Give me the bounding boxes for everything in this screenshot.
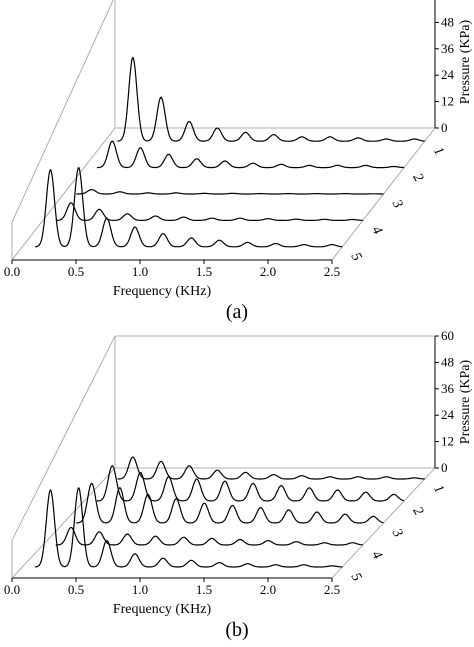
x-axis-title: Frequency (KHz) <box>113 602 212 617</box>
left-diagonal-edge <box>11 335 116 541</box>
series-line-1 <box>117 56 425 142</box>
x-tick-label: 0.0 <box>4 264 20 279</box>
depth-label: 5 <box>348 250 364 264</box>
x-tick-label: 0.0 <box>4 582 20 597</box>
x-axis-title: Frequency (KHz) <box>113 284 212 299</box>
depth-label: 1 <box>430 482 446 496</box>
series-line-2 <box>96 140 405 169</box>
z-axis-title: Pressure (KPa) <box>458 19 473 104</box>
x-tick-label: 2.5 <box>324 264 340 279</box>
depth-label: 4 <box>368 548 384 562</box>
floor-left-edge <box>11 127 116 261</box>
depth-axis-line <box>331 467 436 579</box>
depth-label: 4 <box>368 224 384 238</box>
z-tick-label: 36 <box>441 41 455 56</box>
z-axis-title: Pressure (KPa) <box>458 359 473 444</box>
z-tick-label: 24 <box>441 407 455 422</box>
depth-label: 3 <box>388 526 405 540</box>
x-tick-label: 2.5 <box>324 582 340 597</box>
z-tick-label: 12 <box>441 434 454 449</box>
depth-label: 1 <box>430 145 446 159</box>
x-tick-label: 1.0 <box>132 582 148 597</box>
series-line-5 <box>35 487 343 568</box>
panel-label: (a) <box>226 301 248 323</box>
x-tick-label: 2.0 <box>260 264 276 279</box>
z-tick-label: 48 <box>441 354 454 369</box>
z-tick-label: 60 <box>441 0 454 3</box>
floor-left-edge <box>11 467 116 579</box>
x-tick-label: 1.5 <box>196 264 212 279</box>
z-tick-label: 0 <box>441 460 448 475</box>
x-tick-label: 0.5 <box>68 582 84 597</box>
z-tick-label: 48 <box>441 14 454 29</box>
series-line-4 <box>55 526 363 546</box>
left-diagonal-edge <box>11 0 114 223</box>
series-line-3 <box>76 188 384 195</box>
series-line-1 <box>117 456 425 480</box>
depth-label: 5 <box>348 570 364 584</box>
series-line-2 <box>96 465 405 502</box>
z-tick-label: 0 <box>441 120 448 135</box>
depth-label: 2 <box>409 504 425 518</box>
z-tick-label: 12 <box>441 94 454 109</box>
series-line-5 <box>35 167 343 248</box>
x-tick-label: 1.0 <box>132 264 148 279</box>
x-tick-label: 0.5 <box>68 264 84 279</box>
depth-label: 2 <box>409 171 425 185</box>
depth-label: 3 <box>388 197 405 211</box>
series-line-4 <box>55 202 363 222</box>
z-tick-label: 24 <box>441 67 455 82</box>
z-tick-label: 36 <box>441 381 455 396</box>
series-line-3 <box>76 482 384 524</box>
x-tick-label: 2.0 <box>260 582 276 597</box>
z-tick-label: 60 <box>441 328 454 343</box>
panel-label: (b) <box>225 619 248 641</box>
x-tick-label: 1.5 <box>196 582 212 597</box>
